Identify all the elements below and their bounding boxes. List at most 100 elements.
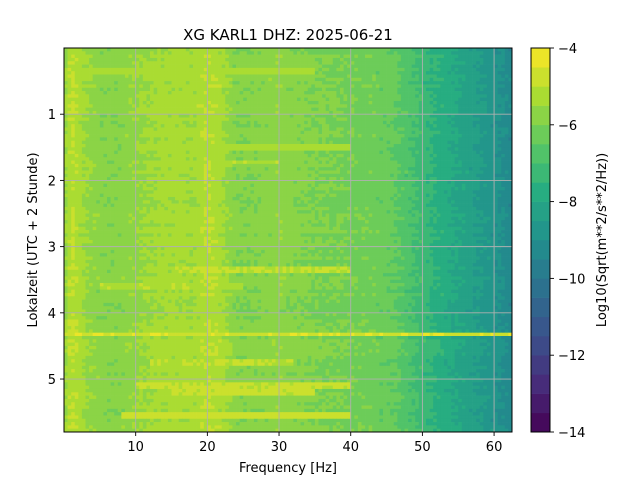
heatmap-cell <box>354 134 359 138</box>
heatmap-cell <box>221 160 226 165</box>
heatmap-cell <box>236 64 240 69</box>
heatmap-cell <box>218 153 223 158</box>
heatmap-cell <box>404 94 409 98</box>
heatmap-cell <box>336 71 341 75</box>
heatmap-cell <box>468 140 473 145</box>
heatmap-cell <box>132 110 137 115</box>
heatmap-cell <box>132 147 137 151</box>
heatmap-cell <box>415 100 420 105</box>
heatmap-cell <box>185 167 190 171</box>
heatmap-cell <box>264 120 269 125</box>
heatmap-cell <box>157 64 162 69</box>
heatmap-cell <box>375 177 380 181</box>
heatmap-cell <box>418 117 423 122</box>
heatmap-cell <box>336 153 341 158</box>
heatmap-cell <box>314 140 319 145</box>
heatmap-cell <box>243 144 248 148</box>
heatmap-cell <box>142 100 147 105</box>
heatmap-cell <box>243 61 248 65</box>
heatmap-cell <box>322 130 326 135</box>
heatmap-cell <box>425 87 430 92</box>
heatmap-cell <box>336 81 341 85</box>
heatmap-cell <box>110 127 115 132</box>
heatmap-cell <box>124 163 129 168</box>
heatmap-cell <box>325 137 330 142</box>
heatmap-cell <box>178 97 183 102</box>
heatmap-cell <box>103 51 108 55</box>
heatmap-cell <box>411 127 416 132</box>
heatmap-cell <box>182 153 187 158</box>
heatmap-cell <box>189 71 194 75</box>
heatmap-cell <box>458 140 463 145</box>
heatmap-cell <box>350 167 355 171</box>
heatmap-cell <box>271 71 276 75</box>
heatmap-cell <box>347 48 352 52</box>
heatmap-cell <box>117 167 122 171</box>
heatmap-cell <box>443 167 448 171</box>
heatmap-cell <box>368 61 373 65</box>
heatmap-cell <box>275 97 280 102</box>
heatmap-cell <box>429 140 434 145</box>
heatmap-cell <box>296 74 301 79</box>
heatmap-cell <box>264 167 269 171</box>
heatmap-cell <box>114 74 119 79</box>
heatmap-cell <box>476 94 481 98</box>
heatmap-cell <box>74 157 79 161</box>
heatmap-cell <box>193 64 197 69</box>
heatmap-cell <box>232 77 237 82</box>
heatmap-cell <box>71 153 76 158</box>
heatmap-cell <box>318 54 323 59</box>
heatmap-cell <box>443 81 448 85</box>
heatmap-cell <box>497 61 502 65</box>
heatmap-cell <box>465 81 470 85</box>
heatmap-cell <box>171 54 176 59</box>
heatmap-cell <box>160 71 165 75</box>
heatmap-cell <box>390 167 395 171</box>
heatmap-cell <box>415 150 420 155</box>
heatmap-cell <box>78 94 83 98</box>
heatmap-cell <box>393 160 398 165</box>
heatmap-cell <box>261 137 266 142</box>
heatmap-cell <box>81 57 86 62</box>
heatmap-cell <box>193 57 197 62</box>
heatmap-cell <box>196 177 201 181</box>
heatmap-cell <box>96 117 101 122</box>
heatmap-cell <box>361 147 366 151</box>
heatmap-cell <box>193 173 197 178</box>
heatmap-cell <box>425 117 430 122</box>
heatmap-cell <box>253 120 258 125</box>
heatmap-cell <box>264 147 269 151</box>
heatmap-cell <box>311 124 316 128</box>
heatmap-cell <box>67 170 72 175</box>
heatmap-cell <box>472 61 477 65</box>
heatmap-cell <box>397 57 402 62</box>
heatmap-cell <box>447 100 452 105</box>
heatmap-cell <box>257 150 262 155</box>
heatmap-cell <box>279 84 283 89</box>
heatmap-cell <box>279 120 283 125</box>
heatmap-cell <box>497 137 502 142</box>
heatmap-cell <box>203 94 208 98</box>
heatmap-cell <box>479 97 484 102</box>
heatmap-cell <box>343 91 348 95</box>
heatmap-cell <box>296 107 301 112</box>
heatmap-cell <box>78 160 83 165</box>
heatmap-cell <box>314 107 319 112</box>
heatmap-cell <box>89 114 94 118</box>
heatmap-cell <box>490 57 495 62</box>
heatmap-cell <box>443 84 448 89</box>
heatmap-cell <box>314 170 319 175</box>
heatmap-cell <box>415 157 420 161</box>
heatmap-cell <box>124 74 129 79</box>
heatmap-cell <box>343 144 348 148</box>
heatmap-cell <box>167 94 172 98</box>
heatmap-cell <box>440 114 445 118</box>
heatmap-cell <box>451 51 455 55</box>
heatmap-cell <box>150 147 154 151</box>
heatmap-cell <box>490 160 495 165</box>
heatmap-cell <box>89 177 94 181</box>
heatmap-cell <box>268 48 273 52</box>
heatmap-cell <box>253 170 258 175</box>
heatmap-cell <box>210 117 215 122</box>
heatmap-cell <box>117 94 122 98</box>
